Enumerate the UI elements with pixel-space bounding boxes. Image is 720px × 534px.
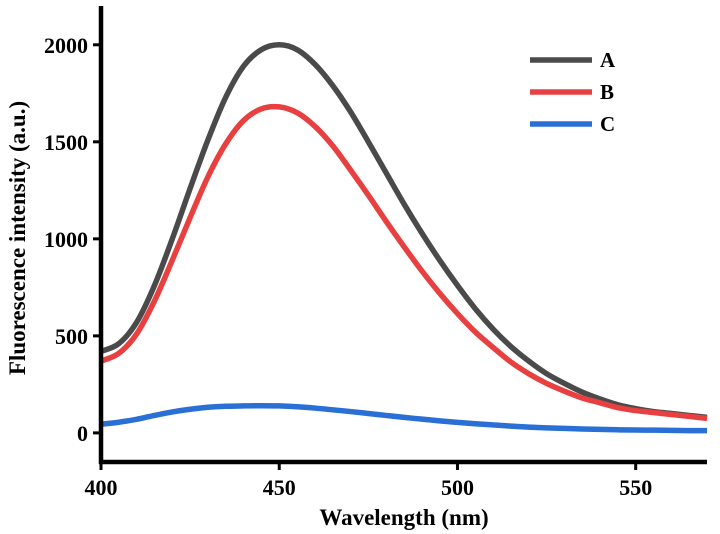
x-tick-label: 500 <box>441 475 474 500</box>
series-line-a <box>99 42 708 421</box>
y-ticks: 0 500 1000 1500 2000 <box>44 33 101 446</box>
y-tick-label: 0 <box>77 421 88 446</box>
y-tick-label: 2000 <box>44 33 88 58</box>
x-tick-label: 450 <box>263 475 296 500</box>
series-line-b <box>99 103 708 422</box>
legend: ABC <box>530 48 616 136</box>
x-axis-title: Wavelength (nm) <box>319 505 488 530</box>
x-tick-label: 400 <box>85 475 118 500</box>
y-axis-title: Fluorescence intensity (a.u.) <box>5 101 30 375</box>
x-tick-label: 550 <box>619 475 652 500</box>
series-line-c <box>100 402 708 434</box>
legend-label-a: A <box>600 48 616 72</box>
plot-lines <box>99 42 708 434</box>
x-ticks: 400 450 500 550 <box>85 462 652 500</box>
y-tick-label: 500 <box>55 324 88 349</box>
y-tick-label: 1000 <box>44 227 88 252</box>
legend-label-c: C <box>600 112 615 136</box>
y-tick-label: 1500 <box>44 130 88 155</box>
legend-label-b: B <box>600 80 614 104</box>
